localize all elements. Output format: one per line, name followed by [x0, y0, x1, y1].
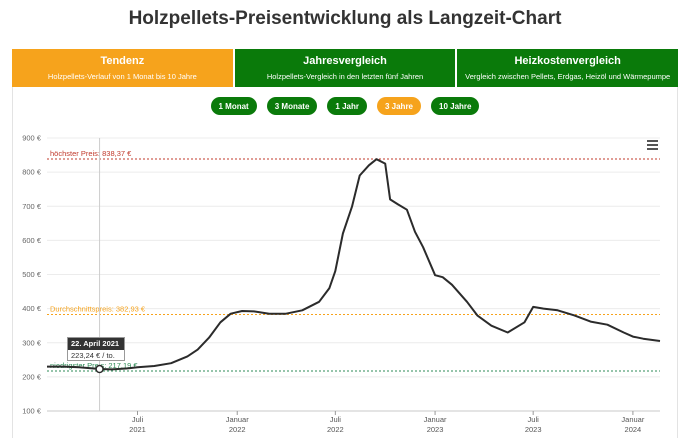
- price-series-line: [47, 158, 661, 371]
- x-tick-year: 2021: [129, 425, 146, 434]
- crosshair-layer: [95, 138, 104, 411]
- series-layer: [47, 158, 661, 371]
- chart-tooltip: 22. April 2021 223,24 € / to.: [67, 337, 125, 361]
- chart-grid: [47, 137, 660, 412]
- tab-heizkostenvergleich-title: Heizkostenvergleich: [514, 54, 621, 67]
- tab-tendenz-subtitle: Holzpellets-Verlauf von 1 Monat bis 10 J…: [47, 71, 197, 81]
- tab-bar: Tendenz Holzpellets-Verlauf von 1 Monat …: [12, 49, 679, 87]
- x-tick-year: 2022: [327, 425, 344, 434]
- x-tick-year: 2022: [229, 425, 246, 434]
- y-tick-label: 200 €: [22, 372, 42, 381]
- range-1-monat-button[interactable]: 1 Monat: [210, 97, 257, 115]
- range-10-jahre-button[interactable]: 10 Jahre: [431, 97, 480, 115]
- x-tick-year: 2024: [625, 425, 642, 434]
- x-tick-label: Juli: [330, 415, 342, 424]
- range-selector: 1 Monat 3 Monate 1 Jahr 3 Jahre 10 Jahre: [0, 97, 690, 115]
- tab-tendenz-title: Tendenz: [100, 54, 145, 67]
- y-tick-label: 400 €: [22, 304, 42, 313]
- y-axis: 100 € 200 € 300 € 400 € 500 € 600 € 700 € 800 €…: [22, 134, 42, 416]
- x-tick-year: 2023: [525, 425, 542, 434]
- range-1-jahr-button[interactable]: 1 Jahr: [327, 97, 367, 115]
- range-3-jahre-button[interactable]: 3 Jahre: [376, 97, 422, 115]
- x-tick-year: 2023: [427, 425, 444, 434]
- range-3-monate-button[interactable]: 3 Monate: [266, 97, 318, 115]
- page-title: Holzpellets-Preisentwicklung als Langzei…: [128, 8, 562, 29]
- hamburger-menu-icon[interactable]: [647, 140, 658, 150]
- x-tick-label: Juli: [132, 415, 144, 424]
- tab-heizkostenvergleich[interactable]: Heizkostenvergleich Vergleich zwischen P…: [457, 49, 679, 87]
- x-tick-label: Januar: [621, 415, 644, 424]
- reference-label: höchster Preis: 838,37 €: [50, 149, 132, 158]
- reference-label: niedrigster Preis: 217,19 €: [50, 361, 138, 370]
- x-tick-label: Januar: [424, 415, 447, 424]
- tab-jahresvergleich-title: Jahresvergleich: [303, 54, 387, 67]
- x-tick-label: Juli: [528, 415, 540, 424]
- tab-jahresvergleich-subtitle: Holzpellets-Vergleich in den letzten fün…: [266, 71, 424, 81]
- y-tick-label: 600 €: [22, 236, 42, 245]
- tab-tendenz[interactable]: Tendenz Holzpellets-Verlauf von 1 Monat …: [12, 49, 233, 87]
- tab-jahresvergleich[interactable]: Jahresvergleich Holzpellets-Vergleich in…: [234, 49, 456, 87]
- reference-label: Durchschnittspreis: 382,93 €: [50, 304, 146, 313]
- y-tick-label: 800 €: [22, 168, 42, 177]
- x-axis: Juli2021Januar2022Juli2022Januar2023Juli…: [129, 411, 645, 434]
- tab-heizkostenvergleich-subtitle: Vergleich zwischen Pellets, Erdgas, Heiz…: [465, 71, 671, 81]
- hover-point: [95, 364, 104, 374]
- y-tick-label: 900 €: [22, 134, 42, 143]
- reference-lines: höchster Preis: 838,37 € Durchschnittspre…: [47, 149, 660, 372]
- chart-panel: [12, 87, 678, 438]
- x-tick-label: Januar: [226, 415, 249, 424]
- tooltip-date: 22. April 2021: [68, 338, 124, 350]
- y-tick-label: 100 €: [22, 407, 42, 416]
- tooltip-value: 223,24 € / to.: [71, 351, 115, 360]
- y-tick-label: 700 €: [22, 202, 42, 211]
- y-tick-label: 300 €: [22, 338, 42, 347]
- y-tick-label: 500 €: [22, 270, 42, 279]
